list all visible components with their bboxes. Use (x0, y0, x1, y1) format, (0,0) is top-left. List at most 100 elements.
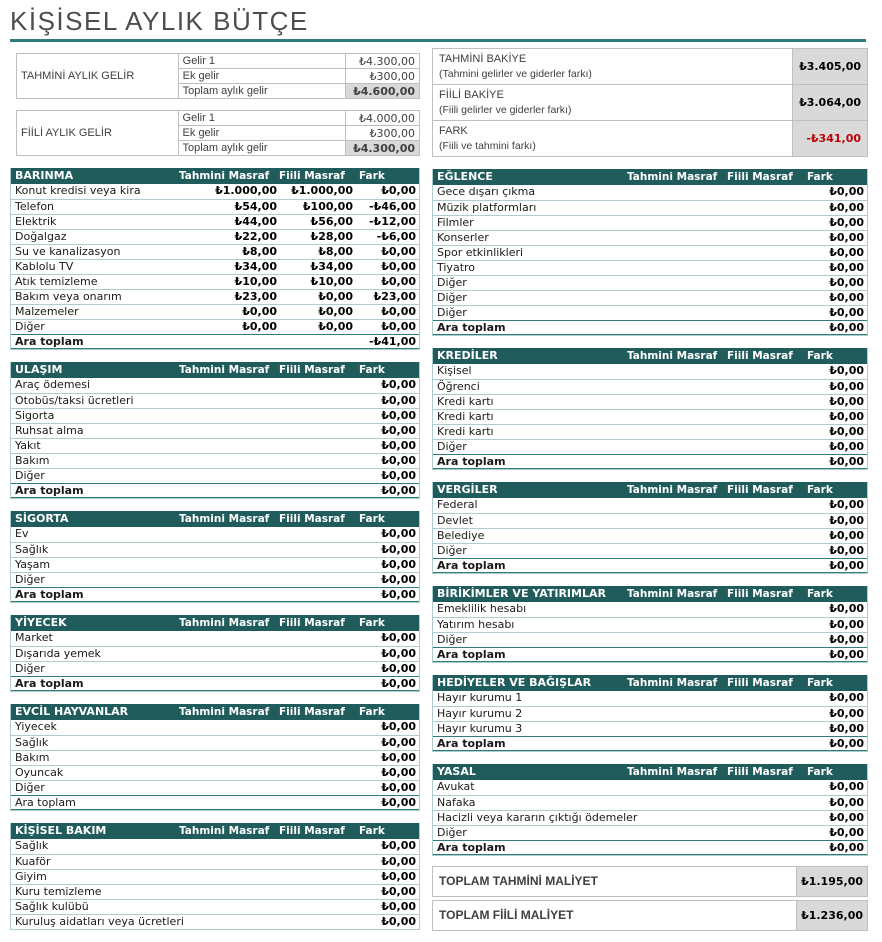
estimated-cell[interactable] (627, 425, 727, 439)
estimated-cell[interactable] (179, 751, 279, 765)
actual-cell[interactable] (727, 185, 803, 200)
estimated-cell[interactable] (179, 378, 279, 393)
estimated-cell[interactable] (179, 527, 279, 542)
actual-cell[interactable]: ₺100,00 (302, 200, 353, 213)
actual-cell[interactable] (279, 424, 355, 438)
estimated-cell[interactable] (179, 900, 279, 914)
actual-cell[interactable] (727, 364, 803, 379)
actual-cell[interactable] (727, 216, 803, 230)
actual-cell[interactable] (727, 691, 803, 706)
actual-cell[interactable] (279, 766, 355, 780)
estimated-cell[interactable] (627, 410, 727, 424)
actual-cell[interactable] (279, 900, 355, 914)
actual-cell[interactable] (727, 425, 803, 439)
estimated-cell[interactable] (627, 498, 727, 513)
income-value-cell[interactable]: ₺300,00 (345, 68, 420, 84)
actual-cell[interactable] (279, 751, 355, 765)
estimated-cell[interactable] (179, 870, 279, 884)
actual-cell[interactable] (279, 647, 355, 661)
estimated-cell[interactable]: ₺22,00 (234, 230, 277, 243)
estimated-cell[interactable] (627, 291, 727, 305)
estimated-cell[interactable] (179, 394, 279, 408)
estimated-cell[interactable] (179, 469, 279, 483)
actual-cell[interactable]: ₺34,00 (310, 260, 353, 273)
actual-cell[interactable] (279, 855, 355, 869)
income-value-cell[interactable]: ₺4.300,00 (345, 53, 420, 69)
actual-cell[interactable] (727, 246, 803, 260)
actual-cell[interactable]: ₺56,00 (310, 215, 353, 228)
income-value-cell[interactable]: ₺300,00 (345, 125, 420, 141)
estimated-cell[interactable] (179, 631, 279, 646)
estimated-cell[interactable] (179, 736, 279, 750)
actual-cell[interactable] (279, 454, 355, 468)
actual-cell[interactable] (279, 573, 355, 587)
actual-cell[interactable] (727, 544, 803, 558)
actual-cell[interactable]: ₺10,00 (310, 275, 353, 288)
estimated-cell[interactable]: ₺34,00 (234, 260, 277, 273)
actual-cell[interactable] (279, 631, 355, 646)
actual-cell[interactable] (733, 811, 806, 825)
estimated-cell[interactable] (627, 216, 727, 230)
actual-cell[interactable] (727, 261, 803, 275)
estimated-cell[interactable] (627, 185, 727, 200)
estimated-cell[interactable] (627, 529, 727, 543)
actual-cell[interactable] (279, 394, 355, 408)
estimated-cell[interactable] (627, 380, 727, 394)
actual-cell[interactable] (279, 543, 355, 557)
actual-cell[interactable] (279, 839, 355, 854)
estimated-cell[interactable] (179, 839, 279, 854)
estimated-cell[interactable]: ₺1.000,00 (215, 184, 277, 197)
estimated-cell[interactable]: ₺8,00 (242, 245, 277, 258)
actual-cell[interactable] (727, 380, 803, 394)
estimated-cell[interactable] (627, 707, 727, 721)
estimated-cell[interactable] (627, 440, 727, 454)
actual-cell[interactable] (727, 291, 803, 305)
estimated-cell[interactable] (179, 573, 279, 587)
estimated-cell[interactable] (627, 826, 727, 840)
estimated-cell[interactable] (627, 633, 727, 647)
estimated-cell[interactable]: ₺23,00 (234, 290, 277, 303)
estimated-cell[interactable] (179, 781, 279, 795)
actual-cell[interactable] (727, 514, 803, 528)
income-desc-cell[interactable]: Gelir 1 (177, 53, 347, 69)
actual-cell[interactable] (279, 662, 355, 676)
actual-cell[interactable] (279, 558, 355, 572)
actual-cell[interactable] (279, 527, 355, 542)
estimated-cell[interactable] (179, 454, 279, 468)
actual-cell[interactable]: ₺1.000,00 (291, 184, 353, 197)
estimated-cell[interactable] (179, 662, 279, 676)
estimated-cell[interactable] (627, 246, 727, 260)
estimated-cell[interactable] (627, 691, 727, 706)
actual-cell[interactable] (727, 826, 803, 840)
estimated-cell[interactable] (627, 796, 727, 810)
actual-cell[interactable] (727, 306, 803, 320)
actual-cell[interactable]: ₺0,00 (318, 290, 353, 303)
estimated-cell[interactable] (627, 276, 727, 290)
actual-cell[interactable] (727, 633, 803, 647)
actual-cell[interactable] (727, 276, 803, 290)
estimated-cell[interactable] (627, 306, 727, 320)
estimated-cell[interactable]: ₺0,00 (242, 305, 277, 318)
actual-cell[interactable] (279, 720, 355, 735)
actual-cell[interactable] (727, 602, 803, 617)
actual-cell[interactable] (727, 722, 803, 736)
actual-cell[interactable] (727, 618, 803, 632)
estimated-cell[interactable] (179, 409, 279, 423)
actual-cell[interactable] (279, 469, 355, 483)
estimated-cell[interactable] (179, 424, 279, 438)
actual-cell[interactable] (279, 409, 355, 423)
estimated-cell[interactable] (627, 780, 727, 795)
actual-cell[interactable] (727, 410, 803, 424)
estimated-cell[interactable] (179, 558, 279, 572)
income-desc-cell[interactable]: Ek gelir (177, 125, 347, 141)
actual-cell[interactable] (727, 707, 803, 721)
actual-cell[interactable]: ₺0,00 (318, 320, 353, 333)
actual-cell[interactable] (279, 439, 355, 453)
estimated-cell[interactable] (627, 602, 727, 617)
actual-cell[interactable] (727, 796, 803, 810)
estimated-cell[interactable] (627, 544, 727, 558)
estimated-cell[interactable] (179, 766, 279, 780)
actual-cell[interactable] (727, 440, 803, 454)
estimated-cell[interactable] (179, 855, 279, 869)
actual-cell[interactable] (727, 201, 803, 215)
